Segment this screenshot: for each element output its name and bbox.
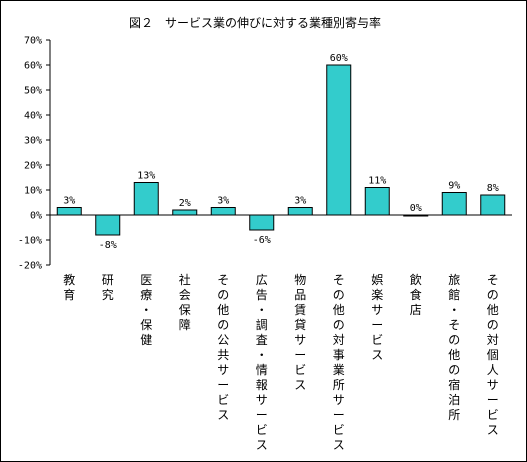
bar [364, 187, 390, 216]
bar [326, 64, 352, 216]
bar [56, 207, 82, 216]
category-label: 医療・保健 [140, 273, 152, 347]
bar [480, 194, 506, 216]
data-label: 3% [294, 196, 306, 207]
y-tick-label: 10% [24, 186, 42, 197]
y-tick-label: 70% [24, 36, 42, 47]
category-label: 物品賃貸サービス [294, 273, 306, 392]
data-label: 2% [179, 198, 191, 209]
y-tick-label: -20% [18, 261, 42, 272]
bar [210, 207, 236, 216]
y-tick-label: 30% [24, 136, 42, 147]
category-label: 娯楽サービス [371, 273, 383, 362]
data-label: 11% [368, 176, 386, 187]
axes: 70% 60% 50% 40% 30% 20% 10% 0% -10% -20% [18, 36, 512, 272]
chart-title: 図２ サービス業の伸びに対する業種別寄与率 [129, 15, 381, 30]
category-label: 教育 [63, 272, 75, 302]
data-label: 3% [217, 196, 229, 207]
data-label: 0% [410, 203, 422, 214]
y-tick-label: 60% [24, 61, 42, 72]
category-label: その他の公共サービス [217, 273, 229, 422]
bar [287, 207, 313, 216]
data-label: 9% [448, 181, 460, 192]
bar [133, 182, 159, 216]
bar [441, 192, 467, 216]
y-tick-label: 50% [24, 86, 42, 97]
data-label: 3% [63, 196, 75, 207]
category-label: その他の対事業所サービス [333, 273, 345, 452]
bar [172, 209, 198, 216]
data-label: -6% [253, 235, 271, 246]
data-labels: 3% -8% 13% 2% 3% -6% 3% 60% 11% 0% 9% 8% [63, 53, 499, 251]
y-tick-label: 0% [30, 211, 42, 222]
category-label: その他の対個人サービス [487, 273, 499, 437]
y-tick-label: 40% [24, 111, 42, 122]
data-label: 8% [487, 183, 499, 194]
category-label: 旅館・その他の宿泊所 [448, 273, 460, 422]
data-label: -8% [99, 240, 117, 251]
category-label: 研究 [102, 273, 114, 302]
category-label: 広告・調査・情報サービス [256, 273, 268, 452]
data-label: 60% [330, 53, 348, 64]
bar [95, 214, 121, 236]
bar [403, 214, 429, 217]
y-tick-label: 20% [24, 161, 42, 172]
bar [249, 214, 275, 231]
category-label: 飲食店 [410, 272, 422, 317]
y-tick-label: -10% [18, 236, 42, 247]
data-label: 13% [137, 171, 155, 182]
category-label: 社会保障 [179, 272, 191, 332]
bars [56, 64, 506, 236]
